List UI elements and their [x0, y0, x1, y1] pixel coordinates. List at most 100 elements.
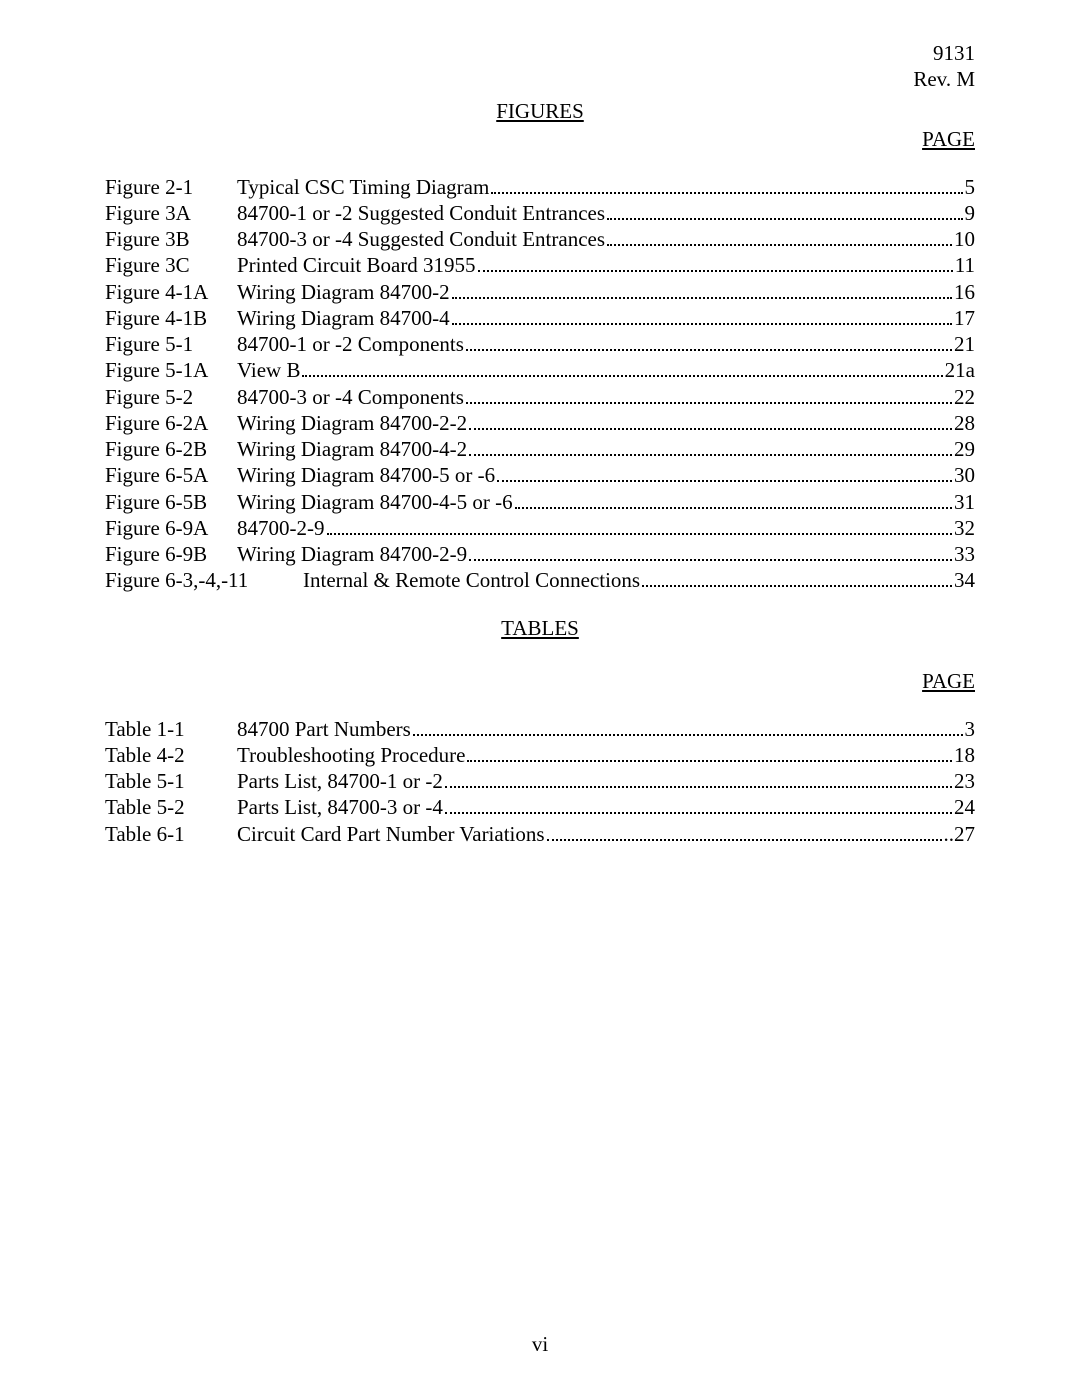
page-label: PAGE	[105, 669, 975, 694]
toc-page: 22	[954, 384, 975, 410]
toc-leader-dots	[466, 338, 952, 351]
page-number: vi	[0, 1332, 1080, 1357]
toc-page: 5	[965, 174, 976, 200]
toc-title: 84700-1 or -2 Components	[237, 331, 464, 357]
toc-leader-dots	[607, 233, 952, 246]
toc-ref: Figure 6-2A	[105, 410, 237, 436]
toc-page: 11	[955, 252, 975, 278]
toc-ref: Figure 4-1A	[105, 279, 237, 305]
toc-page: 18	[954, 742, 975, 768]
toc-title: Wiring Diagram 84700-4	[237, 305, 450, 331]
toc-page: 16	[954, 279, 975, 305]
toc-ref: Table 5-1	[105, 768, 237, 794]
toc-ref: Table 6-1	[105, 821, 237, 847]
toc-title: 84700 Part Numbers	[237, 716, 411, 742]
toc-title: View B	[237, 357, 300, 383]
toc-title: 84700-3 or -4 Components	[237, 384, 464, 410]
toc-page: 9	[965, 200, 976, 226]
toc-page: 23	[954, 768, 975, 794]
toc-page: 32	[954, 515, 975, 541]
toc-row: Table 6-1Circuit Card Part Number Variat…	[105, 821, 975, 847]
toc-leader-dots	[452, 312, 952, 325]
toc-leader-dots	[327, 522, 953, 535]
toc-ref: Figure 3C	[105, 252, 237, 278]
toc-ref: Figure 5-1	[105, 331, 237, 357]
toc-list: Table 1-184700 Part Numbers3Table 4-2Tro…	[105, 716, 975, 847]
toc-page: ..27	[944, 821, 976, 847]
section-heading: FIGURES	[105, 99, 975, 124]
toc-page: 34	[954, 567, 975, 593]
toc-ref: Figure 6-2B	[105, 436, 237, 462]
toc-title: Wiring Diagram 84700-5 or -6	[237, 462, 495, 488]
toc-row: Figure 2-1Typical CSC Timing Diagram5	[105, 174, 975, 200]
toc-title: Wiring Diagram 84700-2-2	[237, 410, 467, 436]
toc-list: Figure 2-1Typical CSC Timing Diagram5Fig…	[105, 174, 975, 594]
toc-leader-dots	[469, 548, 952, 561]
toc-ref: Figure 6-9A	[105, 515, 237, 541]
doc-number: 9131	[105, 40, 975, 66]
toc-ref: Figure 6-5A	[105, 462, 237, 488]
toc-page: 28	[954, 410, 975, 436]
toc-row: Table 4-2Troubleshooting Procedure 18	[105, 742, 975, 768]
page-body: 9131 Rev. M FIGURESPAGEFigure 2-1Typical…	[0, 0, 1080, 887]
toc-page: 30	[954, 462, 975, 488]
toc-ref: Table 4-2	[105, 742, 237, 768]
toc-page: 29	[954, 436, 975, 462]
toc-title: Troubleshooting Procedure	[237, 742, 465, 768]
toc-ref: Table 5-2	[105, 794, 237, 820]
toc-leader-dots	[478, 260, 953, 273]
toc-leader-dots	[466, 391, 952, 404]
page-label: PAGE	[105, 127, 975, 152]
toc-row: Table 1-184700 Part Numbers3	[105, 716, 975, 742]
toc-title: Parts List, 84700-1 or -2	[237, 768, 443, 794]
toc-row: Figure 6-9A84700-2-9 32	[105, 515, 975, 541]
toc-row: Figure 6-9BWiring Diagram 84700-2-933	[105, 541, 975, 567]
toc-row: Figure 6-3,-4,-11Internal & Remote Contr…	[105, 567, 975, 593]
toc-leader-dots	[469, 443, 952, 456]
toc-page: 21a	[945, 357, 975, 383]
toc-leader-dots	[642, 575, 952, 588]
toc-row: Figure 3B84700-3 or -4 Suggested Conduit…	[105, 226, 975, 252]
toc-page: 31	[954, 489, 975, 515]
toc-leader-dots	[302, 365, 942, 378]
toc-row: Figure 6-2BWiring Diagram 84700-4-2 29	[105, 436, 975, 462]
toc-ref: Figure 6-9B	[105, 541, 237, 567]
toc-page: 17	[954, 305, 975, 331]
toc-row: Figure 6-5AWiring Diagram 84700-5 or -6 3…	[105, 462, 975, 488]
toc-title: Parts List, 84700-3 or -4	[237, 794, 443, 820]
toc-leader-dots	[452, 286, 952, 299]
toc-title: Printed Circuit Board 31955	[237, 252, 476, 278]
toc-leader-dots	[491, 181, 962, 194]
toc-row: Figure 6-2AWiring Diagram 84700-2-2 28	[105, 410, 975, 436]
toc-page: 33	[954, 541, 975, 567]
toc-row: Figure 5-1AView B21a	[105, 357, 975, 383]
toc-title: Circuit Card Part Number Variations	[237, 821, 545, 847]
toc-row: Figure 5-184700-1 or -2 Components 21	[105, 331, 975, 357]
toc-leader-dots	[469, 417, 952, 430]
toc-page: 21	[954, 331, 975, 357]
toc-title: Wiring Diagram 84700-2	[237, 279, 450, 305]
toc-row: Figure 4-1BWiring Diagram 84700-4 17	[105, 305, 975, 331]
doc-header: 9131 Rev. M	[105, 40, 975, 93]
toc-leader-dots	[547, 828, 942, 841]
toc-leader-dots	[607, 207, 962, 220]
toc-ref: Figure 5-2	[105, 384, 237, 410]
section-heading: TABLES	[105, 616, 975, 641]
toc-page: 10	[954, 226, 975, 252]
toc-title: 84700-1 or -2 Suggested Conduit Entrance…	[237, 200, 605, 226]
toc-row: Figure 6-5BWiring Diagram 84700-4-5 or -…	[105, 489, 975, 515]
toc-title: 84700-2-9	[237, 515, 325, 541]
toc-ref: Figure 3A	[105, 200, 237, 226]
toc-title: Wiring Diagram 84700-4-2	[237, 436, 467, 462]
toc-leader-dots	[413, 723, 963, 736]
toc-ref: Figure 4-1B	[105, 305, 237, 331]
doc-revision: Rev. M	[105, 66, 975, 92]
toc-ref: Figure 3B	[105, 226, 237, 252]
toc-page: 24	[954, 794, 975, 820]
toc-title: Internal & Remote Control Connections	[303, 567, 640, 593]
toc-ref: Table 1-1	[105, 716, 237, 742]
toc-row: Figure 5-284700-3 or -4 Components 22	[105, 384, 975, 410]
toc-title: Typical CSC Timing Diagram	[237, 174, 489, 200]
toc-row: Figure 3A84700-1 or -2 Suggested Conduit…	[105, 200, 975, 226]
toc-title: 84700-3 or -4 Suggested Conduit Entrance…	[237, 226, 605, 252]
